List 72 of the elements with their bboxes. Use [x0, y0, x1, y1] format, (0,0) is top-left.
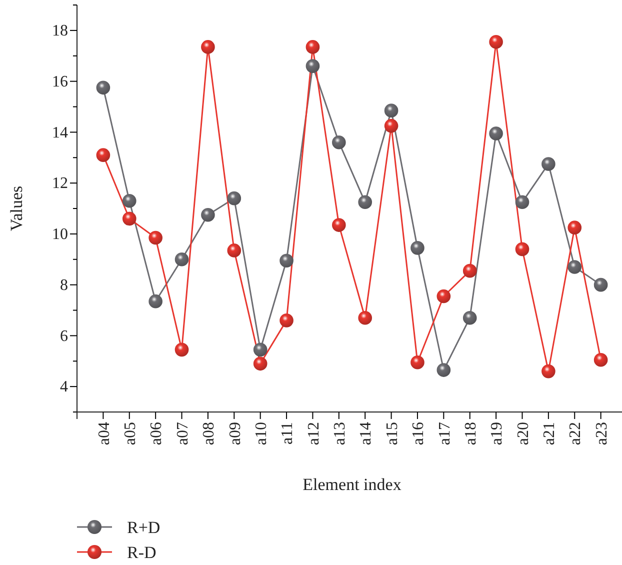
- y-axis-title: Values: [7, 186, 26, 232]
- x-tick-label: a14: [358, 422, 375, 446]
- x-axis-title: Element index: [302, 475, 402, 494]
- point: [148, 294, 162, 308]
- point: [410, 241, 424, 255]
- x-tick-label: a21: [541, 422, 558, 446]
- x-tick-label: a15: [384, 422, 401, 446]
- point: [358, 195, 372, 210]
- y-tick-label: 14: [52, 124, 68, 142]
- point: [280, 254, 294, 268]
- x-tick-label: a23: [593, 422, 610, 446]
- point: [332, 135, 346, 150]
- point: [594, 352, 608, 367]
- point: [489, 126, 503, 140]
- y-tick-label: 12: [52, 175, 68, 192]
- x-tick-label: a20: [514, 422, 532, 446]
- x-tick-label: a22: [567, 422, 584, 446]
- y-tick-label: 16: [52, 73, 68, 90]
- y-tick-label: 10: [52, 226, 68, 244]
- x-tick-label: a10: [252, 422, 270, 446]
- point: [489, 34, 503, 49]
- legend-label: R-D: [127, 542, 156, 562]
- point: [122, 194, 136, 208]
- x-tick-label: a05: [122, 422, 139, 446]
- x-tick-label: a12: [305, 422, 322, 446]
- y-tick-label: 8: [60, 276, 68, 294]
- point: [568, 260, 582, 274]
- x-tick-label: a09: [226, 422, 244, 446]
- x-tick-label: a16: [410, 422, 428, 446]
- x-tick-label: a18: [462, 422, 480, 446]
- point: [253, 342, 268, 357]
- x-tick-label: a06: [148, 422, 166, 446]
- point: [122, 212, 136, 226]
- point: [436, 363, 451, 377]
- point: [594, 278, 608, 292]
- point: [96, 80, 110, 95]
- point: [174, 252, 189, 266]
- point: [462, 310, 477, 325]
- point: [148, 230, 162, 245]
- x-tick-label: a08: [200, 422, 218, 446]
- y-tick-label: 4: [60, 378, 68, 396]
- legend-label: R+D: [127, 518, 160, 537]
- point: [306, 59, 320, 73]
- x-tick-label: a19: [488, 422, 506, 446]
- point: [227, 244, 242, 258]
- point: [96, 148, 110, 162]
- point: [515, 242, 530, 256]
- x-tick-label: a13: [332, 422, 349, 446]
- point: [227, 191, 242, 206]
- point: [384, 118, 398, 133]
- point: [384, 104, 398, 118]
- point: [201, 40, 215, 54]
- point: [306, 40, 320, 54]
- x-tick-label: a04: [96, 422, 113, 446]
- point: [436, 289, 451, 304]
- point: [201, 208, 215, 222]
- point: [515, 195, 530, 210]
- point: [542, 364, 556, 378]
- point: [332, 218, 346, 232]
- point: [280, 314, 294, 328]
- point: [174, 342, 189, 357]
- point: [568, 220, 582, 234]
- point: [253, 356, 268, 371]
- y-tick-label: 6: [60, 328, 68, 345]
- point: [542, 157, 556, 171]
- x-tick-label: a17: [436, 422, 454, 446]
- point: [410, 356, 424, 370]
- x-tick-label: a11: [279, 422, 296, 445]
- point: [462, 264, 477, 278]
- point: [358, 310, 372, 325]
- x-tick-label: a07: [174, 422, 192, 446]
- y-tick-label: 18: [52, 22, 68, 40]
